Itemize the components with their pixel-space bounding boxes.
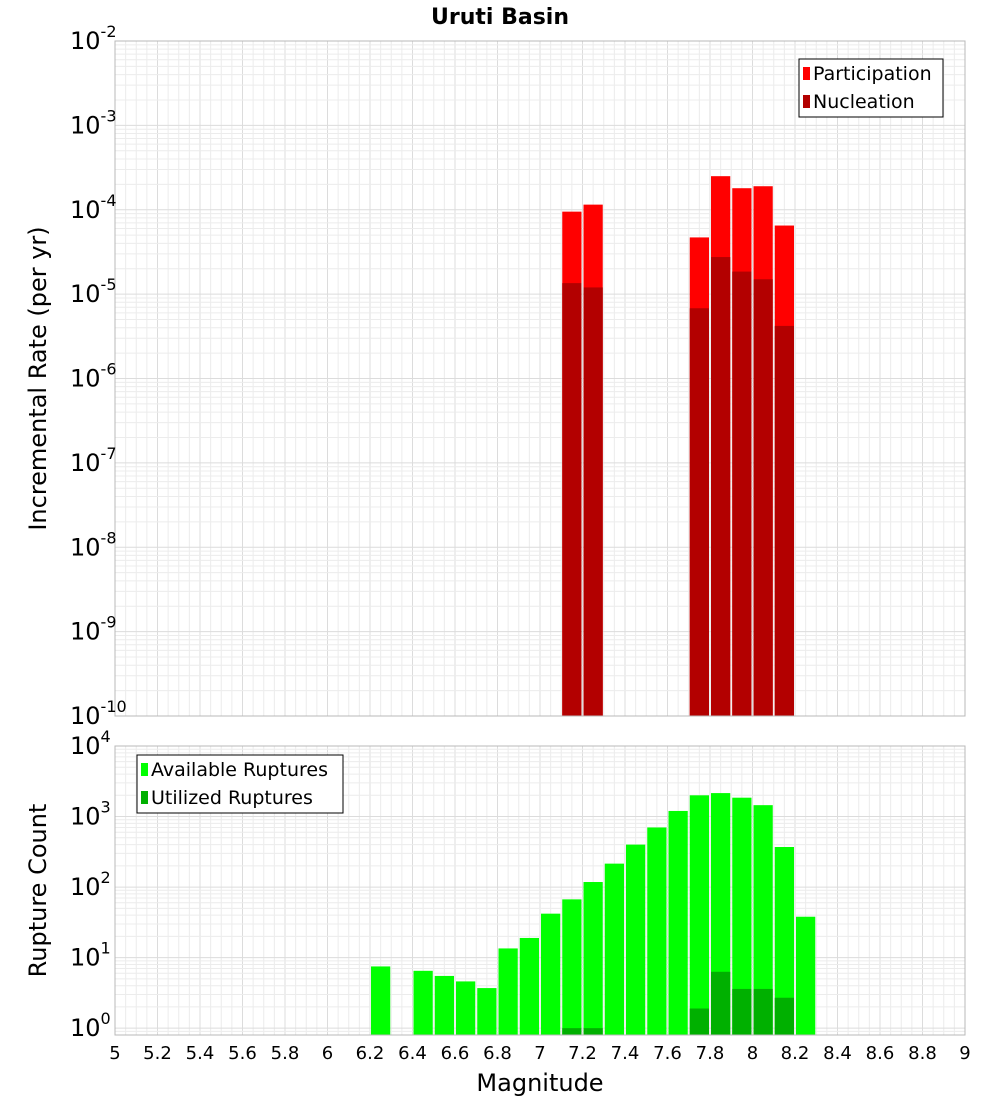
legend: Participation Nucleation — [798, 58, 944, 118]
grid — [114, 745, 966, 1036]
x-tick-label: 7.2 — [568, 1043, 597, 1064]
x-tick-label: 6.8 — [483, 1043, 512, 1064]
bar — [753, 279, 773, 716]
bar — [583, 287, 603, 716]
legend-label: Available Ruptures — [151, 759, 328, 781]
bar — [753, 805, 773, 1035]
bar — [562, 899, 582, 1035]
series-utilized-ruptures — [562, 971, 794, 1035]
bar — [774, 997, 794, 1035]
y-tick-label: 102 — [70, 868, 111, 901]
x-tick-label: 8.6 — [866, 1043, 895, 1064]
x-tick-label: 7.6 — [653, 1043, 682, 1064]
x-tick-label: 7.8 — [696, 1043, 725, 1064]
y-tick-label: 10-6 — [70, 360, 117, 393]
x-tick-label: 6.2 — [356, 1043, 385, 1064]
y-axis-label: Incremental Rate (per yr) — [24, 226, 52, 530]
chart-title: Uruti Basin — [431, 5, 569, 30]
bar — [434, 975, 454, 1035]
x-tick-label: 5.6 — [228, 1043, 257, 1064]
bar — [413, 970, 433, 1035]
bar — [774, 325, 794, 716]
plot-frame — [114, 745, 966, 1036]
bar — [711, 971, 731, 1035]
y-tick-label: 10-4 — [70, 191, 117, 224]
bar — [668, 810, 688, 1035]
bar — [583, 882, 603, 1035]
bar — [647, 827, 667, 1035]
bar — [583, 1028, 603, 1035]
x-axis-label: Magnitude — [476, 1069, 603, 1097]
x-tick-label: 5.4 — [186, 1043, 215, 1064]
y-tick-label: 10-9 — [70, 613, 117, 646]
bar — [732, 988, 752, 1035]
bar — [732, 271, 752, 716]
x-tick-label: 6.6 — [441, 1043, 470, 1064]
bar — [498, 948, 518, 1035]
bar — [689, 308, 709, 716]
plot-frame — [114, 40, 966, 717]
bar — [689, 1008, 709, 1035]
bar — [711, 257, 731, 716]
bar — [732, 797, 752, 1035]
legend-swatch — [803, 95, 810, 108]
bar — [477, 988, 497, 1035]
x-tick-label: 8.8 — [908, 1043, 937, 1064]
legend-label: Participation — [813, 63, 932, 85]
y-tick-label: 10-2 — [70, 22, 117, 55]
x-tick-label: 8.4 — [823, 1043, 852, 1064]
y-tick-label: 10-10 — [70, 697, 127, 730]
x-tick-label: 9 — [959, 1043, 970, 1064]
y-tick-label: 100 — [70, 1009, 111, 1042]
x-tick-label: 5 — [109, 1043, 120, 1064]
x-tick-label: 7.4 — [611, 1043, 640, 1064]
x-tick-label: 5.2 — [143, 1043, 172, 1064]
legend-swatch — [141, 791, 148, 804]
x-tick-label: 8 — [747, 1043, 758, 1064]
legend-label: Utilized Ruptures — [151, 787, 313, 809]
y-tick-label: 10-5 — [70, 275, 117, 308]
bar — [456, 981, 476, 1035]
y-tick-label: 103 — [70, 798, 111, 831]
y-tick-label: 101 — [70, 939, 111, 972]
x-tick-label: 7 — [534, 1043, 545, 1064]
x-tick-label: 6.4 — [398, 1043, 427, 1064]
panel-1: 10-10 10-9 10-8 10-7 10-6 10-5 10-4 10-3 10-2 Uru… — [24, 5, 966, 730]
bar — [371, 966, 391, 1035]
bar — [774, 847, 794, 1035]
grid — [114, 40, 966, 717]
bar — [541, 913, 561, 1035]
x-tick-label: 8.2 — [781, 1043, 810, 1064]
legend-box — [798, 58, 944, 118]
y-tick-label: 10-8 — [70, 528, 117, 561]
x-ticks: 5 5.2 5.4 5.6 5.8 6 6.2 6.4 6.6 6.8 7 7.2 7.4 7.6 7.8 8… — [109, 1043, 970, 1064]
legend-label: Nucleation — [813, 91, 915, 113]
bar — [604, 863, 624, 1035]
bar — [562, 1028, 582, 1035]
panel-2: 100 101 102 103 104 5 5.2 5.4 5.6 5.8 6 6.2 6.4 6.6 6.… — [24, 727, 971, 1097]
bar — [562, 283, 582, 716]
bar — [796, 916, 816, 1035]
y-ticks: 10-10 10-9 10-8 10-7 10-6 10-5 10-4 10-3 10-2 — [70, 22, 127, 730]
series-nucleation — [562, 257, 794, 716]
bar — [753, 988, 773, 1035]
legend-swatch — [803, 67, 810, 80]
y-tick-label: 10-7 — [70, 444, 117, 477]
y-tick-label: 10-3 — [70, 106, 117, 139]
y-axis-label: Rupture Count — [24, 804, 52, 978]
legend-box — [136, 754, 344, 814]
legend-swatch — [141, 763, 148, 776]
legend: Available Ruptures Utilized Ruptures — [136, 754, 344, 814]
bar — [626, 844, 646, 1035]
bar — [519, 937, 539, 1035]
y-tick-label: 104 — [70, 727, 111, 760]
x-tick-label: 5.8 — [271, 1043, 300, 1064]
x-tick-label: 6 — [322, 1043, 333, 1064]
series-available-ruptures — [371, 793, 816, 1035]
y-ticks: 100 101 102 103 104 — [70, 727, 111, 1042]
bar — [689, 795, 709, 1035]
